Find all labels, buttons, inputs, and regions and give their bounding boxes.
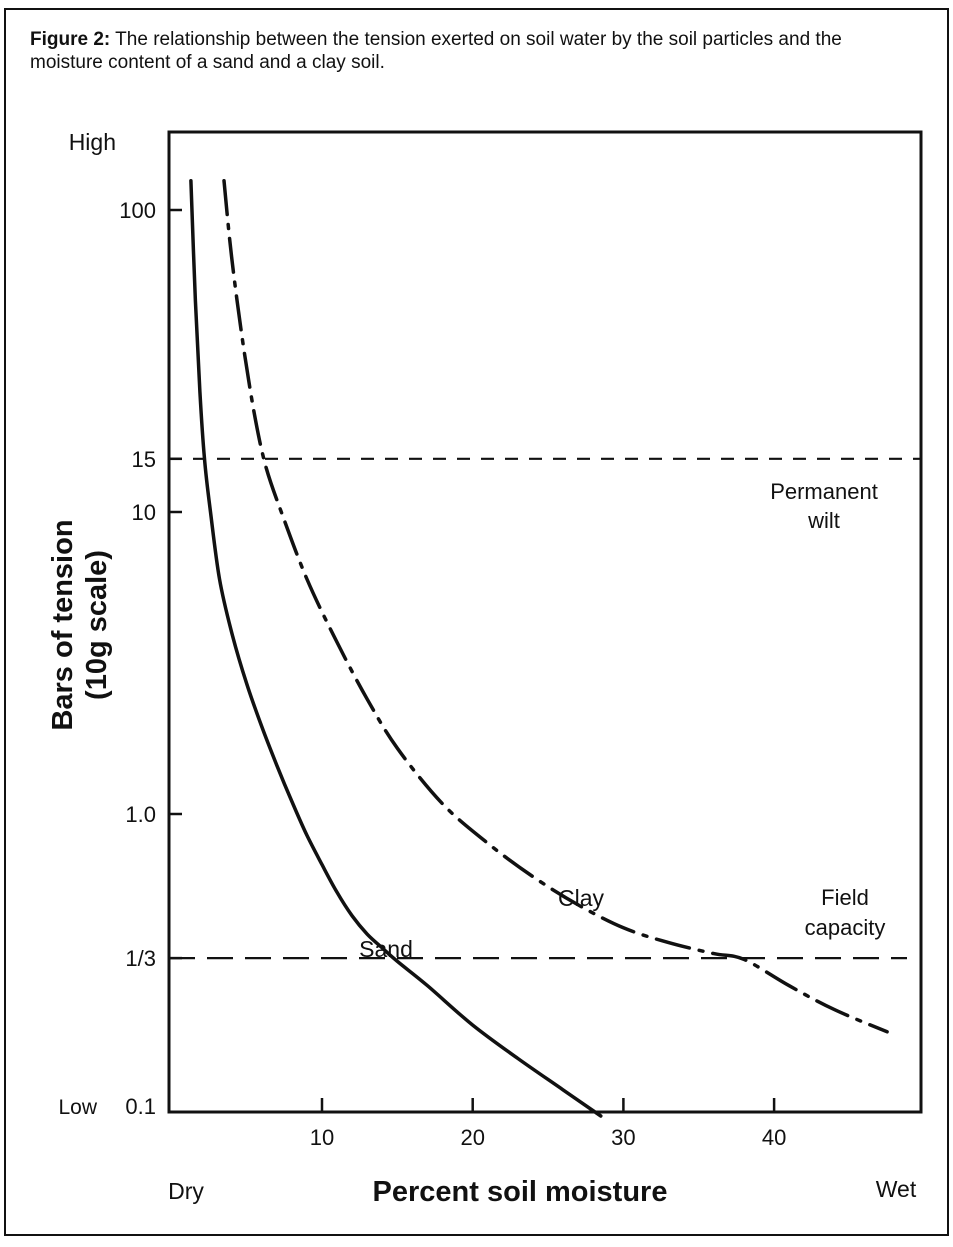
y-tick-label-2: 10	[132, 500, 156, 525]
x-end-label-right: Wet	[876, 1176, 917, 1202]
y-axis-title-line1: Bars of tension	[47, 519, 79, 730]
x-tick-label-20: 20	[460, 1125, 484, 1150]
permanent-wilt-label-line2: wilt	[807, 508, 840, 533]
y-tick-label-3: 1.0	[125, 802, 156, 827]
y-tick-label-0: 100	[119, 198, 156, 223]
y-axis-title-line2: (10g scale)	[81, 550, 113, 700]
y-end-label-bottom: Low	[58, 1096, 97, 1119]
figure-frame	[4, 8, 949, 1236]
figure-label: Figure 2:	[30, 29, 111, 50]
series-label-clay: Clay	[558, 885, 605, 911]
figure-caption: Figure 2: The relationship between the t…	[30, 28, 910, 74]
caption-text: The relationship between the tension exe…	[30, 29, 842, 73]
x-tick-label-40: 40	[762, 1125, 786, 1150]
x-end-label-left: Dry	[168, 1178, 204, 1204]
x-tick-label-30: 30	[611, 1125, 635, 1150]
x-tick-label-10: 10	[310, 1125, 334, 1150]
y-tick-label-1: 15	[132, 447, 156, 472]
series-label-sand: Sand	[359, 936, 413, 962]
y-tick-label-5: 0.1	[125, 1094, 156, 1119]
field-capacity-label-line2: capacity	[805, 915, 886, 940]
y-tick-label-4: 1/3	[125, 946, 156, 971]
series-sand-line	[189, 178, 603, 1118]
x-axis-title: Percent soil moisture	[373, 1176, 668, 1208]
permanent-wilt-label-line1: Permanent	[770, 479, 878, 504]
plot-area-border	[167, 130, 923, 1114]
field-capacity-label-line1: Field	[821, 885, 869, 910]
y-end-label-top: High	[69, 129, 116, 155]
series-clay-line	[222, 178, 889, 1034]
